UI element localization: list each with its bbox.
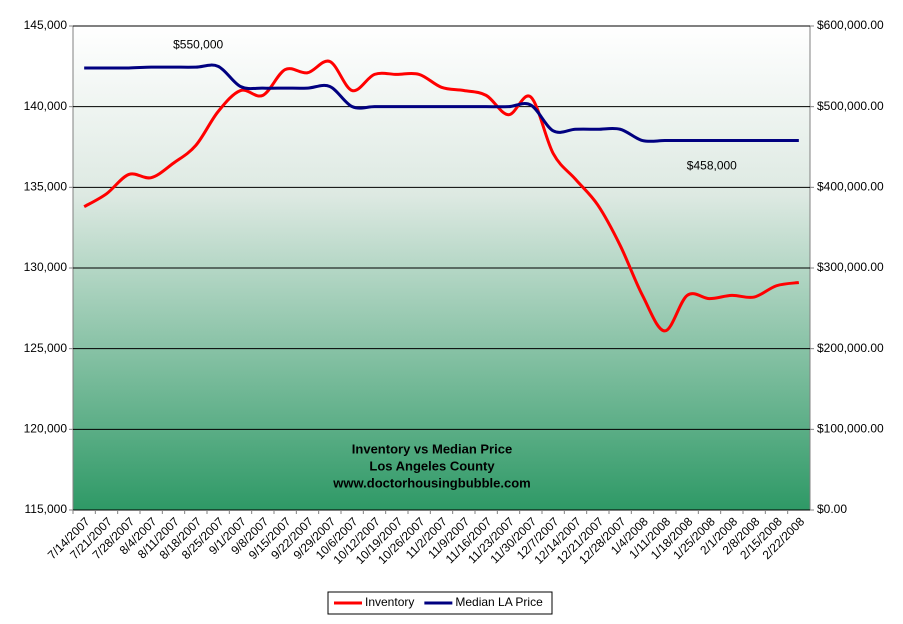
y-tick-label: 145,000	[24, 18, 68, 32]
chart-title: www.doctorhousingbubble.com	[332, 475, 530, 490]
y-tick-label: 125,000	[24, 341, 68, 355]
y-tick-label: 135,000	[24, 180, 68, 194]
chart-title: Los Angeles County	[369, 458, 495, 473]
series-line	[84, 63, 799, 143]
chart-title: Inventory vs Median Price	[352, 441, 512, 456]
y2-tick-label: $600,000.00	[817, 18, 884, 32]
y-tick-label: 140,000	[24, 99, 68, 113]
y2-tick-label: $200,000.00	[817, 341, 884, 355]
series-line	[83, 59, 800, 333]
y-tick-label: 115,000	[25, 502, 68, 516]
y-tick-label: 130,000	[24, 260, 68, 274]
y2-tick-label: $400,000.00	[817, 180, 884, 194]
y2-tick-label: $500,000.00	[817, 99, 884, 113]
annotation: $550,000	[173, 38, 223, 52]
annotation: $458,000	[687, 159, 737, 173]
legend-label: Inventory	[365, 595, 414, 609]
y-tick-label: 120,000	[24, 422, 68, 436]
y2-tick-label: $0.00	[817, 502, 847, 516]
legend-label: Median LA Price	[455, 595, 543, 609]
y2-tick-label: $100,000.00	[817, 422, 884, 436]
y2-tick-label: $300,000.00	[817, 260, 884, 274]
